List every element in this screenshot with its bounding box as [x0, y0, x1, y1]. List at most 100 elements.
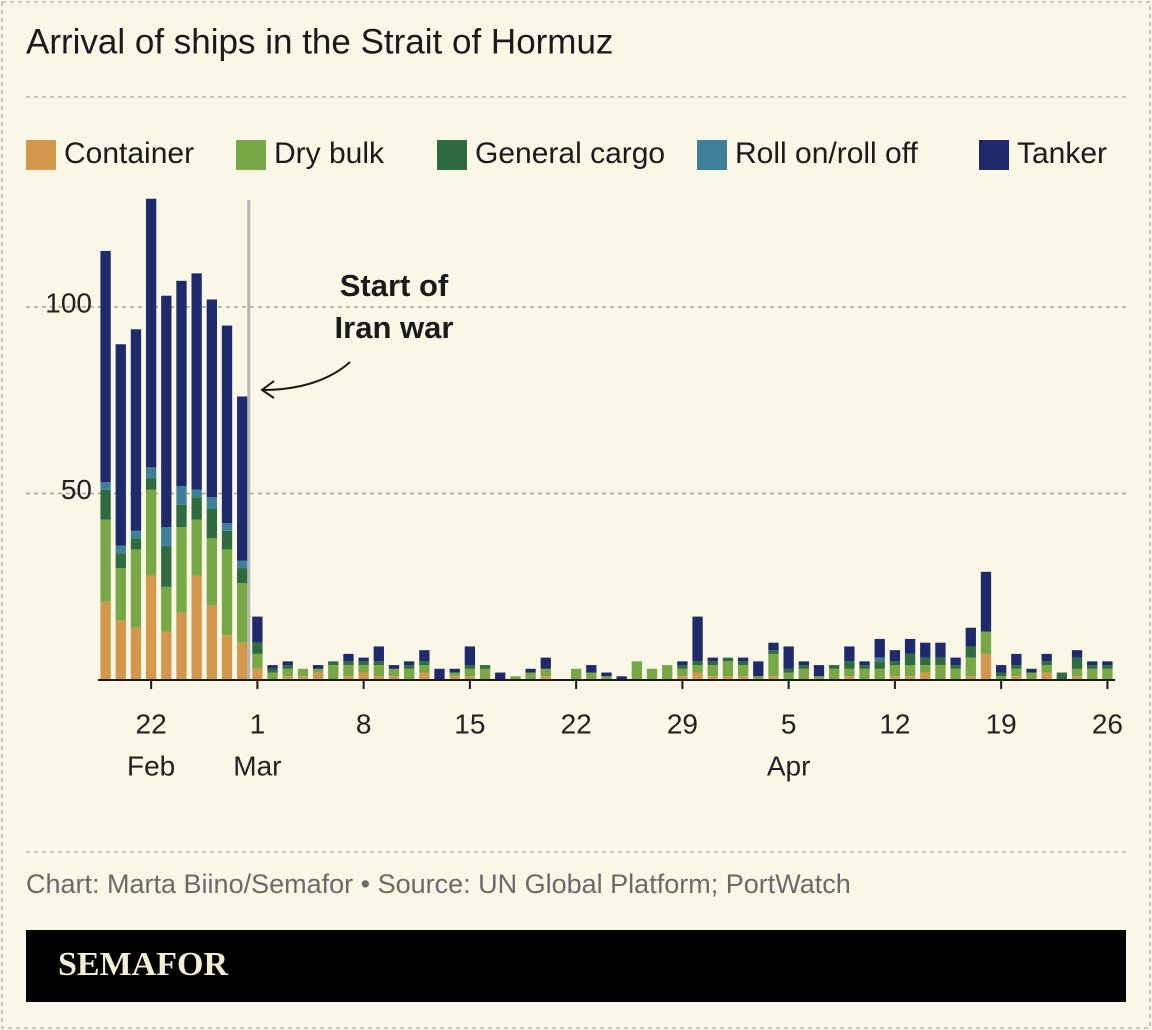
bar-segment	[176, 486, 187, 505]
bar-segment	[221, 635, 233, 680]
bar-segment	[388, 668, 400, 677]
bar-segment	[586, 672, 597, 680]
bar-segment	[844, 676, 855, 680]
bar-segment	[920, 657, 931, 666]
bar-segment	[935, 665, 946, 680]
x-tick-label: 15	[454, 708, 485, 739]
bar-segment	[130, 549, 142, 628]
bar-segment	[100, 519, 111, 602]
bar-segment	[1071, 657, 1083, 669]
bar-segment	[115, 545, 126, 554]
bar-segment	[176, 280, 187, 486]
bar-segment	[464, 665, 476, 669]
bar-segment	[510, 676, 521, 680]
bar-segment	[206, 538, 218, 606]
bar-segment	[540, 657, 551, 669]
x-tick-label: 29	[667, 708, 698, 739]
bar-segment	[176, 504, 187, 528]
bar-segment	[252, 668, 263, 680]
bar-segment	[995, 676, 1007, 680]
bar-segment	[1041, 661, 1052, 666]
bar-segment	[1071, 668, 1083, 677]
bar-segment	[1041, 672, 1052, 680]
bar-segment	[677, 665, 688, 669]
bar-segment	[722, 657, 734, 662]
annotation: Iran war	[335, 310, 454, 345]
bar-segment	[874, 668, 885, 680]
bar-segment	[844, 661, 855, 669]
bar-segment	[252, 653, 263, 669]
bar-segment	[798, 665, 809, 669]
bar-segment	[798, 661, 809, 666]
bar-segment	[692, 672, 703, 680]
x-tick-label: 26	[1092, 708, 1123, 739]
bar-segment	[920, 672, 931, 680]
bar-segment	[889, 676, 901, 680]
x-tick-label: 12	[879, 708, 910, 739]
bar-segment	[813, 676, 825, 680]
bar-segment	[282, 661, 293, 666]
bar-segment	[692, 665, 703, 673]
bar-segment	[737, 657, 749, 662]
bar-segment	[844, 646, 855, 662]
bar-segment	[419, 672, 430, 680]
bar-segment	[282, 668, 293, 677]
bar-segment	[297, 676, 309, 680]
bar-segment	[601, 676, 612, 680]
bar-segment	[965, 627, 976, 647]
bar-segment	[267, 672, 278, 680]
bar-segment	[130, 627, 142, 680]
bar-segment	[479, 665, 491, 669]
bar-segment	[1071, 676, 1083, 680]
bar-segment	[161, 527, 172, 546]
bar-segment	[737, 665, 749, 677]
bar-segment	[874, 661, 885, 669]
bar-segment	[995, 665, 1007, 673]
bar-segment	[145, 198, 157, 468]
bar-segment	[874, 657, 885, 662]
bar-segment	[859, 661, 870, 666]
bar-segment	[768, 676, 779, 680]
bar-segment	[237, 568, 248, 583]
bar-segment	[1026, 672, 1037, 680]
bar-segment	[920, 665, 931, 673]
chart-title: Arrival of ships in the Strait of Hormuz	[26, 22, 613, 61]
bar-segment	[464, 676, 476, 680]
bar-segment	[358, 672, 369, 680]
x-tick-label: 8	[356, 708, 372, 739]
bar-segment	[404, 661, 415, 666]
bar-segment	[358, 665, 369, 673]
bar-segment	[1041, 665, 1052, 673]
bar-segment	[312, 665, 324, 669]
x-tick-label: 22	[136, 708, 167, 739]
bar-segment	[616, 676, 627, 680]
bar-segment	[191, 497, 202, 520]
bar-segment	[206, 299, 218, 498]
bar-segment	[221, 530, 233, 550]
bar-segment	[267, 665, 278, 669]
bar-segment	[343, 676, 354, 680]
bar-segment	[100, 250, 111, 483]
bar-segment	[935, 657, 946, 666]
bar-segment	[722, 676, 734, 680]
bar-segment	[859, 665, 870, 669]
bar-segment	[343, 653, 354, 662]
bar-segment	[191, 489, 202, 498]
source-note: Chart: Marta Biino/Semafor • Source: UN …	[26, 869, 851, 899]
bar-segment	[1087, 668, 1098, 680]
bar-segment	[1011, 676, 1022, 680]
bar-segment	[100, 601, 111, 680]
bar-segment	[404, 665, 415, 669]
bar-segment	[1011, 668, 1022, 677]
bar-segment	[373, 676, 384, 680]
bar-segment	[692, 661, 703, 666]
bar-segment	[829, 665, 840, 669]
bar-segment	[646, 668, 658, 680]
bar-segment	[161, 545, 172, 587]
bar-segment	[950, 657, 961, 666]
bar-segment	[601, 672, 612, 677]
bar-segment	[282, 676, 293, 680]
brand-bar	[26, 930, 1126, 1002]
x-month-label: Apr	[767, 750, 811, 781]
